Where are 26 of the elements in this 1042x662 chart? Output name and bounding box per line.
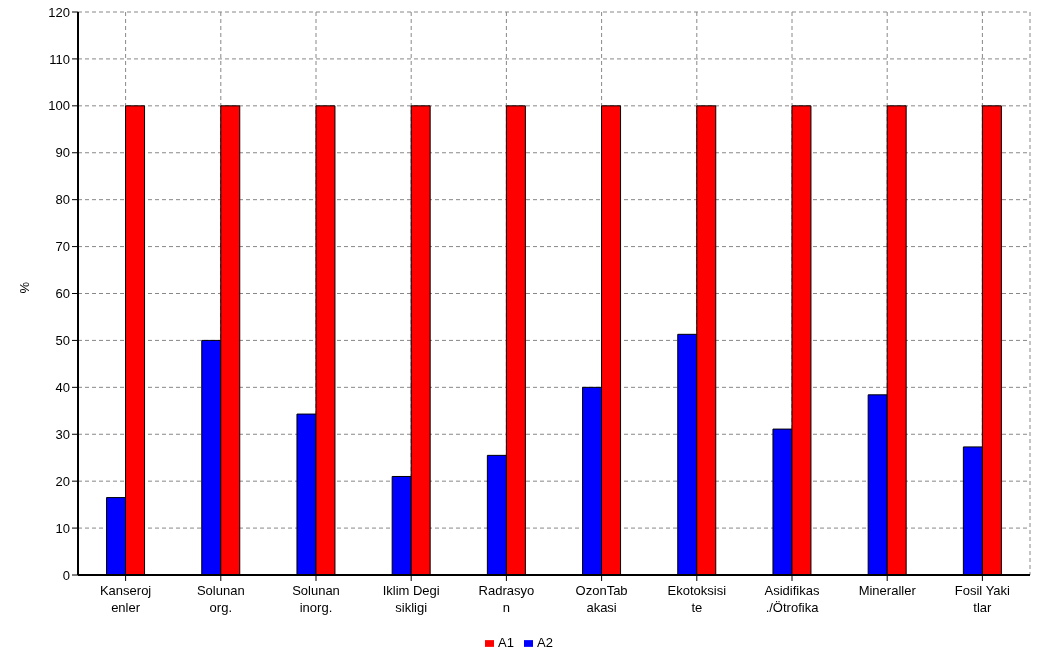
y-axis-title: %	[16, 281, 32, 294]
legend-label: A2	[537, 635, 553, 650]
x-tick-label: Kanseroj enler	[99, 583, 152, 615]
x-tick-label: Fosil Yaki tlar	[954, 583, 1011, 615]
y-tick-label: 60	[55, 286, 70, 302]
y-tick-label: 10	[55, 520, 70, 536]
y-tick-label: 40	[55, 379, 70, 395]
x-tick-label: OzonTab akasi	[575, 583, 628, 615]
y-tick-label: 80	[55, 192, 70, 208]
y-tick-label: 20	[55, 473, 70, 489]
x-tick-label: Solunan inorg.	[292, 583, 340, 615]
legend-label: A1	[498, 635, 514, 650]
y-tick-label: 110	[49, 51, 70, 67]
y-tick-label: 30	[55, 426, 70, 442]
x-tick-label: Radrasyo n	[478, 583, 535, 615]
y-tick-label: 100	[48, 98, 70, 114]
x-tick-label: Iklim Degi sikligi	[382, 583, 440, 615]
y-tick-label: 0	[62, 567, 70, 583]
x-tick-label: Mineraller	[858, 583, 917, 598]
x-tick-label: Asidifikas ./Ötrofika	[764, 583, 820, 615]
y-tick-label: 90	[55, 145, 70, 161]
y-tick-label: 120	[48, 4, 70, 20]
y-tick-label: 50	[55, 333, 70, 349]
x-tick-label: Ekotoksisi te	[667, 583, 727, 615]
x-tick-label: Solunan org.	[196, 583, 245, 615]
y-tick-label: 70	[55, 239, 70, 255]
